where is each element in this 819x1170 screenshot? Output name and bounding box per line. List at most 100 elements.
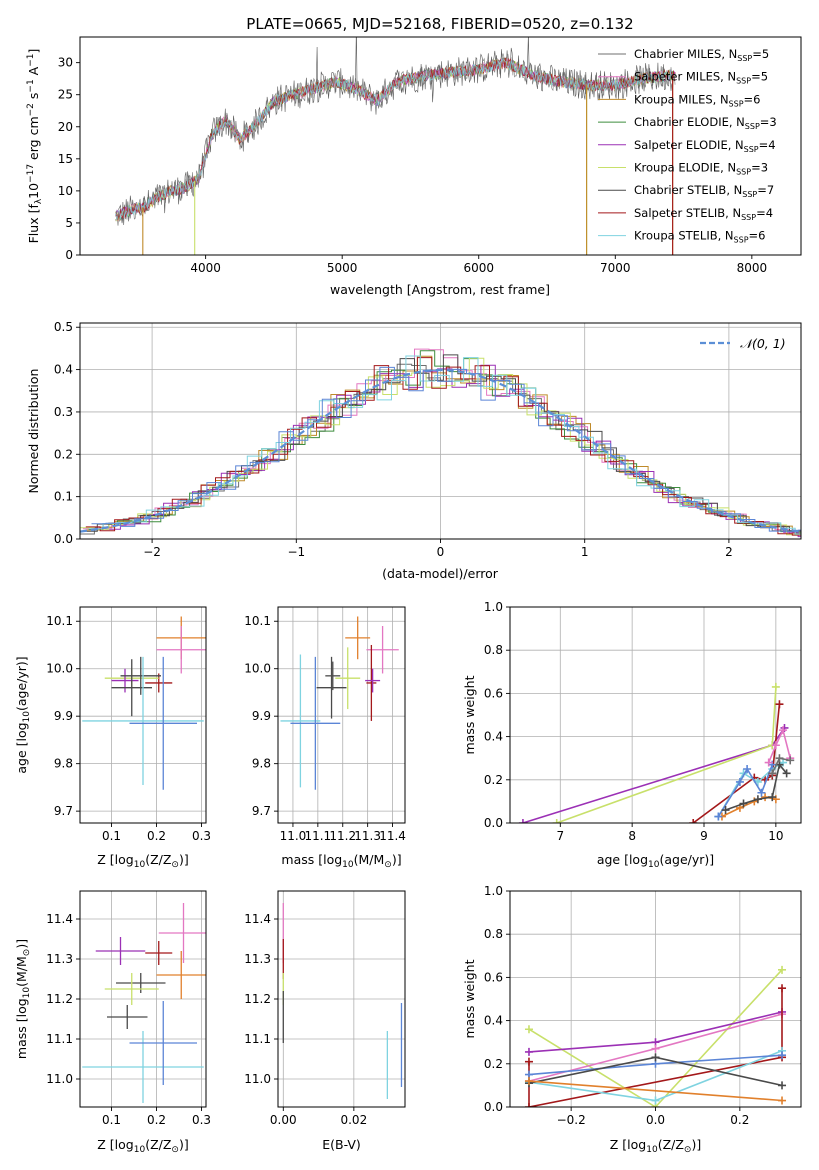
x-tick-label: −0.2 xyxy=(557,1113,586,1127)
y-tick-label: 15 xyxy=(58,152,73,166)
legend-text: =6 xyxy=(749,229,766,243)
x-axis-label-part: (Z/Z xyxy=(658,1137,684,1152)
mass-weight-marker xyxy=(524,1077,533,1086)
y-tick-label: 0.0 xyxy=(54,532,73,546)
axes-frame xyxy=(79,322,802,540)
legend-entry: Kroupa MILES, NSSP=6 xyxy=(634,92,760,108)
legend-subscript: SSP xyxy=(741,213,756,222)
y-tick-label: 10.1 xyxy=(46,614,73,628)
legend-subscript: SSP xyxy=(734,236,749,245)
y-axis-label: mass weight xyxy=(462,675,477,754)
mass-weight-series-line xyxy=(522,727,786,823)
x-axis-label-part: ⊙ xyxy=(171,860,179,870)
x-axis-label-part: (age/yr)] xyxy=(659,852,714,867)
plot-area xyxy=(510,891,801,1107)
plot-area xyxy=(278,607,405,823)
y-tick-label: 11.0 xyxy=(244,1072,271,1086)
y-axis-label-part: mass [log xyxy=(14,998,29,1059)
mass-weight-series-line xyxy=(721,796,777,818)
x-axis-label: wavelength [Angstrom, rest frame] xyxy=(330,282,550,297)
legend-entry: 𝒩(0, 1) xyxy=(740,336,786,351)
y-axis-label-part: −1 xyxy=(26,54,36,67)
x-tick-label: −2 xyxy=(143,545,161,559)
y-tick-label: 11.1 xyxy=(46,1032,73,1046)
y-tick-label: 10.0 xyxy=(46,662,73,676)
y-axis-label: Flux [fλ10−17 erg cm−2 s−1 A−1] xyxy=(26,49,44,244)
y-tick-label: 0.6 xyxy=(484,686,503,700)
normal-distribution-curve xyxy=(80,368,801,533)
legend-entry: Chabrier MILES, NSSP=5 xyxy=(634,47,769,63)
legend-subscript: SSP xyxy=(742,190,757,199)
mass-weight-marker xyxy=(714,812,723,821)
y-axis-label: Normed distribution xyxy=(26,369,41,494)
legend-text: Chabrier MILES, N xyxy=(634,47,737,61)
x-axis-label-part: )] xyxy=(392,852,402,867)
x-axis-label-part: (M/M xyxy=(354,852,385,867)
legend-subscript: SSP xyxy=(736,168,751,177)
legend-text: Chabrier ELODIE, N xyxy=(634,115,745,129)
y-tick-label: 25 xyxy=(58,88,73,102)
y-tick-label: 1.0 xyxy=(484,600,503,614)
mass-weight-series-line xyxy=(692,704,781,823)
x-axis-label-part: 10 xyxy=(134,860,146,870)
y-axis-label-part: A xyxy=(26,66,41,79)
legend-entry: Kroupa ELODIE, NSSP=3 xyxy=(634,161,768,177)
x-tick-label: 7 xyxy=(556,829,564,843)
mass-vs-metallicity-panel: 0.1 0.2 0.311.011.111.211.311.4Z [log10(Z/… xyxy=(14,890,211,1155)
x-tick-label: 0.2 xyxy=(147,1113,166,1127)
mass-weight-marker xyxy=(524,1025,533,1034)
x-tick-label: 11.3 xyxy=(354,829,381,843)
legend-text: =5 xyxy=(751,70,768,84)
mass-weight-marker xyxy=(771,682,780,691)
x-tick-label: 9 xyxy=(700,829,708,843)
y-axis-label: mass weight xyxy=(462,959,477,1038)
mass-weight-marker xyxy=(735,777,744,786)
mass-weight-marker xyxy=(552,819,561,823)
mass-weight-marker xyxy=(778,1051,787,1060)
mass-weight-marker xyxy=(739,799,748,808)
y-axis-label-part: 10 xyxy=(22,711,32,723)
x-tick-label: 0 xyxy=(437,545,445,559)
mass-weight-marker xyxy=(778,1081,787,1090)
mass-weight-marker xyxy=(771,741,780,750)
y-tick-label: 0.2 xyxy=(484,773,503,787)
x-tick-label: 0.1 xyxy=(102,1113,121,1127)
spectrum-series-line xyxy=(115,53,676,224)
legend-text: Chabrier STELIB, N xyxy=(634,183,742,197)
x-axis-label-part: Z [log xyxy=(97,852,133,867)
x-axis-label-part: )] xyxy=(691,1137,701,1152)
plot-area xyxy=(80,607,206,823)
mass-weight-marker xyxy=(651,1096,660,1105)
legend-entry: Salpeter ELODIE, NSSP=4 xyxy=(634,138,776,154)
y-axis-label-part: λ xyxy=(34,198,44,204)
y-tick-label: 0.8 xyxy=(484,927,503,941)
legend-text: Salpeter STELIB, N xyxy=(634,206,741,220)
x-axis-label-part: mass [log xyxy=(281,852,342,867)
x-axis-label: mass [log10(M/M⊙)] xyxy=(281,852,401,870)
x-tick-label: 1 xyxy=(581,545,589,559)
y-axis-label-part: age [log xyxy=(14,722,29,773)
x-tick-label: 4000 xyxy=(190,261,221,275)
y-tick-label: 0.2 xyxy=(54,447,73,461)
y-axis-label-part: s xyxy=(26,93,41,104)
plot-area xyxy=(80,891,206,1107)
x-axis-label: (data-model)/error xyxy=(382,566,499,581)
x-tick-label: 0.1 xyxy=(102,829,121,843)
x-axis-label-part: age [log xyxy=(597,852,648,867)
x-axis-label-part: Z [log xyxy=(610,1137,646,1152)
mass-weight-marker xyxy=(689,819,698,823)
axes-frame xyxy=(509,606,802,824)
y-tick-label: 9.9 xyxy=(54,709,73,723)
y-tick-label: 0.3 xyxy=(54,405,73,419)
mass-weight-marker xyxy=(779,726,788,735)
legend-subscript: SSP xyxy=(744,145,759,154)
mass-weight-marker xyxy=(764,758,773,767)
legend-text: Kroupa MILES, N xyxy=(634,92,729,106)
y-tick-label: 0.8 xyxy=(484,643,503,657)
y-tick-label: 9.9 xyxy=(252,709,271,723)
x-axis-label-part: ⊙ xyxy=(171,1145,179,1155)
axes-frame xyxy=(79,36,802,256)
x-axis-label: Z [log10(Z/Z⊙)] xyxy=(610,1137,701,1155)
x-tick-label: 8 xyxy=(628,829,636,843)
y-axis-label-part: (age/yr)] xyxy=(14,656,29,711)
